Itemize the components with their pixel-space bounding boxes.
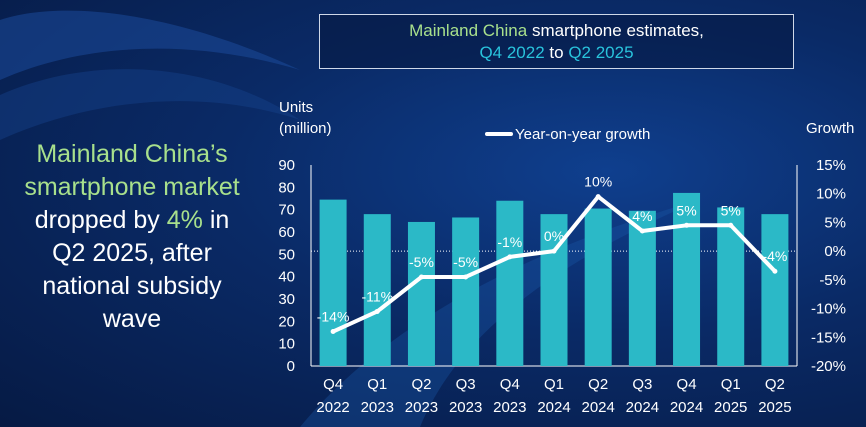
- growth-point: [728, 222, 734, 228]
- y-axis-right-label: Growth: [806, 120, 854, 137]
- growth-point: [418, 274, 424, 280]
- growth-point: [684, 222, 690, 228]
- headline-line4: Q2 2025, after: [52, 239, 212, 267]
- bar: [628, 210, 656, 366]
- y-tick-left: 90: [278, 157, 295, 174]
- growth-point: [463, 274, 469, 280]
- title-part5: Q2 2025: [568, 43, 634, 62]
- growth-data-label: 5%: [721, 202, 741, 218]
- x-tick-quarter: Q4: [677, 376, 697, 393]
- growth-point: [551, 248, 557, 254]
- y-tick-right: -20%: [811, 358, 846, 375]
- growth-data-label: -11%: [361, 288, 393, 304]
- x-tick-quarter: Q4: [323, 376, 343, 393]
- x-tick-quarter: Q4: [500, 376, 520, 393]
- growth-point: [772, 268, 778, 274]
- bar: [407, 221, 435, 366]
- y-tick-left: 30: [278, 291, 295, 308]
- x-tick-quarter: Q1: [367, 376, 387, 393]
- bar: [319, 199, 347, 366]
- bar: [717, 207, 745, 366]
- y-tick-right: -15%: [811, 329, 846, 346]
- y-tick-right: 15%: [816, 157, 846, 174]
- headline-line6: wave: [102, 305, 162, 333]
- growth-data-label: -4%: [762, 248, 787, 264]
- x-tick-year: 2022: [316, 399, 349, 416]
- x-tick-quarter: Q3: [456, 376, 476, 393]
- x-tick-year: 2023: [405, 399, 438, 416]
- y-tick-left: 40: [278, 269, 295, 286]
- x-tick-year: 2024: [537, 399, 570, 416]
- x-tick-quarter: Q2: [411, 376, 431, 393]
- y-tick-right: -10%: [811, 301, 846, 318]
- title-part2: smartphone estimates,: [527, 21, 704, 40]
- growth-point: [507, 254, 513, 260]
- headline-line3-pre: dropped by: [34, 206, 167, 234]
- y-tick-left: 80: [278, 179, 295, 196]
- headline-line2: smartphone market: [24, 173, 240, 201]
- y-tick-right: -5%: [819, 272, 846, 289]
- bar: [452, 217, 480, 366]
- growth-point: [330, 329, 336, 335]
- growth-data-label: 5%: [676, 202, 696, 218]
- growth-data-label: -14%: [317, 309, 350, 325]
- x-tick-year: 2023: [361, 399, 394, 416]
- bar: [584, 208, 612, 366]
- title-part3: Q4 2022: [479, 43, 545, 62]
- headline-line1: Mainland China’s: [36, 140, 228, 168]
- y-tick-left: 60: [278, 224, 295, 241]
- bar: [363, 214, 391, 366]
- y-axis-left-label-line: Units: [279, 99, 313, 116]
- y-tick-left: 20: [278, 313, 295, 330]
- x-tick-quarter: Q1: [721, 376, 741, 393]
- y-tick-right: 0%: [824, 243, 846, 260]
- growth-point: [374, 308, 380, 314]
- title-part4: to: [544, 43, 569, 62]
- growth-data-label: -5%: [453, 254, 478, 270]
- bar: [496, 200, 524, 366]
- x-tick-quarter: Q1: [544, 376, 564, 393]
- x-tick-year: 2024: [581, 399, 614, 416]
- legend-label: Year-on-year growth: [515, 126, 650, 143]
- y-tick-right: 10%: [816, 186, 846, 203]
- growth-point: [595, 194, 601, 200]
- bar: [761, 214, 789, 366]
- y-tick-left: 10: [278, 336, 295, 353]
- headline-line3-pct: 4%: [166, 206, 203, 234]
- headline-line3-post: in: [202, 206, 230, 234]
- x-tick-year: 2024: [670, 399, 703, 416]
- headline: Mainland China’s smartphone market dropp…: [6, 138, 258, 336]
- growth-data-label: 0%: [544, 228, 564, 244]
- x-tick-year: 2025: [714, 399, 747, 416]
- chart-title-box: Mainland China smartphone estimates, Q4 …: [319, 14, 794, 69]
- y-tick-right: 5%: [824, 214, 846, 231]
- headline-line5: national subsidy: [42, 272, 222, 300]
- y-tick-left: 0: [287, 358, 295, 375]
- y-axis-left-label-line: (million): [279, 120, 332, 137]
- y-tick-left: 70: [278, 202, 295, 219]
- x-tick-year: 2024: [626, 399, 659, 416]
- x-tick-year: 2023: [449, 399, 482, 416]
- growth-data-label: -1%: [497, 234, 522, 250]
- x-tick-quarter: Q2: [765, 376, 785, 393]
- x-tick-quarter: Q2: [588, 376, 608, 393]
- y-tick-left: 50: [278, 246, 295, 263]
- x-tick-quarter: Q3: [632, 376, 652, 393]
- x-tick-year: 2025: [758, 399, 791, 416]
- growth-point: [639, 228, 645, 234]
- growth-data-label: 4%: [632, 208, 652, 224]
- x-tick-year: 2023: [493, 399, 526, 416]
- growth-data-label: 10%: [584, 174, 612, 190]
- growth-data-label: -5%: [409, 254, 434, 270]
- title-part1: Mainland China: [409, 21, 528, 40]
- bar: [673, 192, 701, 366]
